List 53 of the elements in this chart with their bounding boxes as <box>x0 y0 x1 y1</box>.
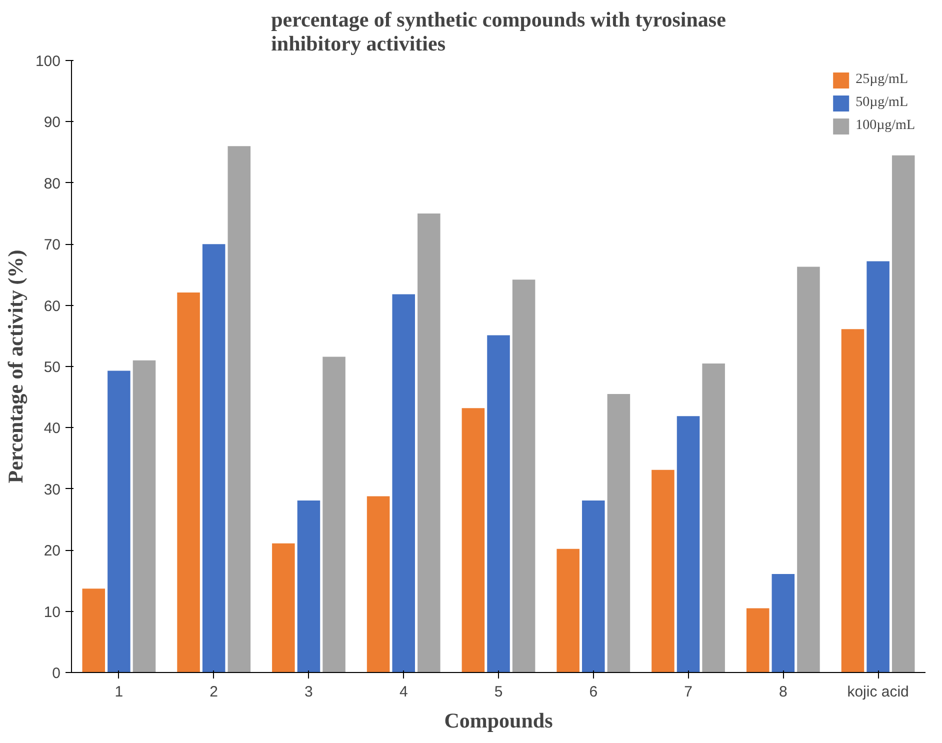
y-tick-label: 30 <box>44 481 61 498</box>
y-tick-label: 40 <box>44 420 61 438</box>
x-tick-label: 5 <box>494 684 503 700</box>
bar <box>297 500 320 672</box>
bar <box>322 356 346 672</box>
bar <box>392 294 415 672</box>
y-tick-label: 80 <box>44 175 61 192</box>
bar <box>108 370 130 672</box>
x-axis-title: Compounds <box>444 708 553 732</box>
y-tick-label: 60 <box>44 298 61 315</box>
bar <box>418 214 440 672</box>
bar <box>652 470 674 672</box>
bar <box>866 261 890 672</box>
y-tick-label: 0 <box>52 665 60 682</box>
chart-title: percentage of synthetic compounds with tyrosinase inhibitory activities <box>271 8 726 56</box>
y-axis-title: Percentage of activity (%) <box>3 250 28 484</box>
y-tick-label: 50 <box>44 359 61 376</box>
bar <box>556 548 580 672</box>
legend-label: 50µg/mL <box>856 95 908 111</box>
x-tick-label: 8 <box>778 684 788 700</box>
bar <box>892 155 915 672</box>
bar <box>702 363 725 672</box>
bar <box>272 543 295 672</box>
bar <box>512 280 536 672</box>
bar <box>202 244 226 672</box>
x-tick-label: 1 <box>114 684 124 700</box>
bar <box>676 416 700 672</box>
bar <box>132 360 156 672</box>
y-tick-label: 100 <box>35 53 61 70</box>
y-tick-label: 90 <box>44 114 61 132</box>
y-tick-label: 20 <box>44 542 61 560</box>
y-tick-label: 70 <box>44 236 61 254</box>
bar <box>82 588 106 672</box>
bar <box>462 408 485 672</box>
y-tick-label: 10 <box>44 604 61 621</box>
bar <box>228 146 251 672</box>
x-tick-label: kojic acid <box>847 684 909 700</box>
bar <box>841 329 864 672</box>
legend-label: 100µg/mL <box>856 118 915 134</box>
bar <box>746 608 770 672</box>
legend-label: 25µg/mL <box>856 72 908 88</box>
x-tick-label: 2 <box>210 684 218 700</box>
x-tick-label: 3 <box>304 684 313 700</box>
x-tick-label: 4 <box>399 684 408 700</box>
bar <box>177 292 200 672</box>
bar <box>797 266 820 672</box>
bar <box>487 335 510 672</box>
x-tick-label: 6 <box>589 684 598 700</box>
bar <box>582 500 605 672</box>
bar <box>366 496 390 672</box>
x-tick-label: 7 <box>684 684 692 700</box>
bar <box>607 394 630 672</box>
bar <box>772 574 795 672</box>
